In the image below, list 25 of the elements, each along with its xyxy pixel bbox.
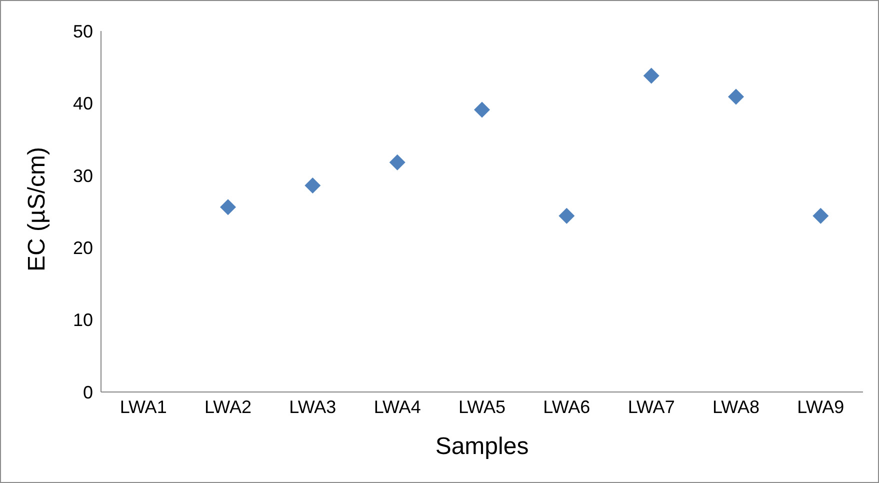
y-tick-label: 10 [72, 310, 93, 330]
x-tick-label: LWA1 [120, 396, 167, 417]
point [643, 68, 660, 84]
y-tick-label: 50 [72, 21, 93, 42]
x-tick-label: LWA4 [374, 396, 421, 417]
y-axis-title: EC (µS/cm) [24, 147, 51, 272]
point [812, 208, 829, 224]
point [389, 154, 406, 170]
x-tick-label: LWA8 [712, 396, 760, 417]
y-tick-label: 0 [82, 382, 93, 402]
x-tick-label: LWA2 [204, 396, 252, 417]
y-tick-label: 30 [72, 166, 93, 186]
x-tick-label: LWA9 [797, 396, 844, 417]
x-axis-title: Samples [435, 433, 529, 460]
point [304, 178, 321, 194]
y-tick-label: 20 [72, 238, 93, 258]
x-tick-label: LWA3 [289, 396, 336, 417]
y-tick-label: 40 [72, 94, 93, 114]
point [728, 88, 744, 105]
point [220, 199, 236, 216]
x-tick-label: LWA5 [458, 396, 506, 417]
point [558, 208, 575, 224]
x-tick-label: LWA7 [628, 396, 675, 417]
point [474, 102, 490, 118]
x-tick-label: LWA6 [543, 396, 590, 417]
